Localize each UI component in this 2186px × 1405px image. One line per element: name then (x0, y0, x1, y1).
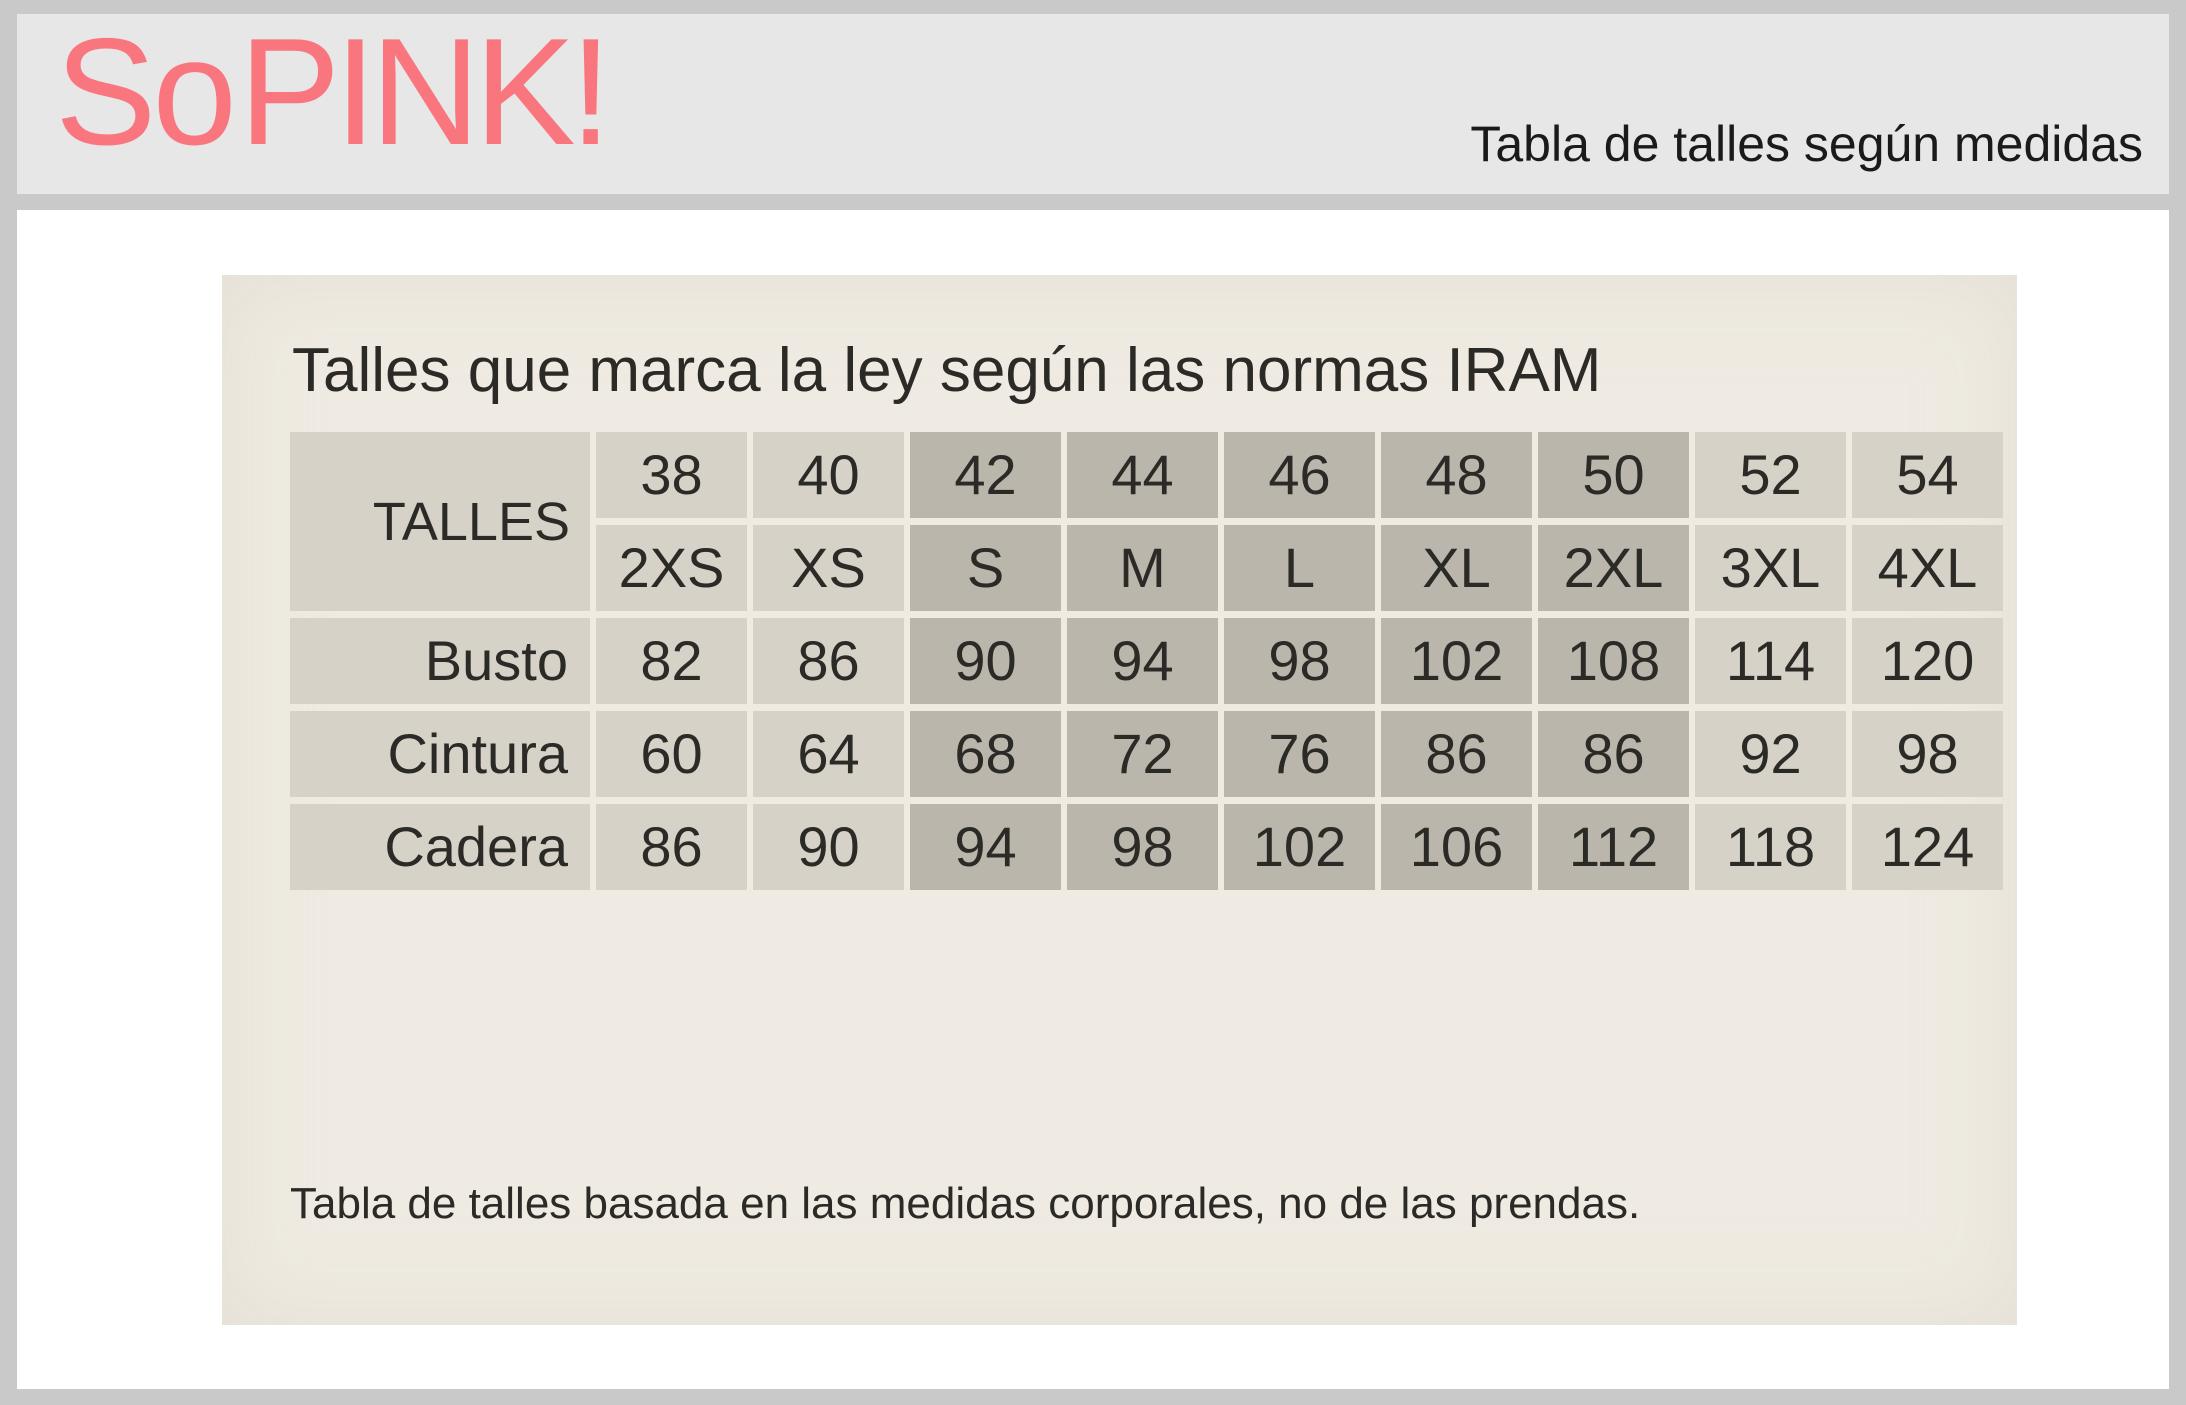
table-cell-busto-48: 102 (1381, 618, 1532, 704)
size-chart-table: TALLES 38 40 42 44 46 48 50 52 54 2XS XS (284, 425, 2009, 897)
table-cell-cintura-50: 86 (1538, 711, 1689, 797)
brand-logo: SoPINK! (55, 2, 612, 182)
table-cell-letter-xl: XL (1381, 525, 1532, 611)
table-cell-letter-3xl: 3XL (1695, 525, 1846, 611)
table-cell-busto-44: 94 (1067, 618, 1218, 704)
table-cell-size-50: 50 (1538, 432, 1689, 518)
table-cell-cadera-50: 112 (1538, 804, 1689, 890)
table-rowlabel-cintura: Cintura (290, 711, 590, 797)
table-cell-cintura-44: 72 (1067, 711, 1218, 797)
table-cell-cintura-52: 92 (1695, 711, 1846, 797)
table-cell-letter-xs: XS (753, 525, 904, 611)
table-cell-letter-l: L (1224, 525, 1375, 611)
brand-logo-pink: PINK! (238, 7, 612, 177)
table-cell-letter-2xl: 2XL (1538, 525, 1689, 611)
table-cell-letter-2xs: 2XS (596, 525, 747, 611)
table-cell-cadera-54: 124 (1852, 804, 2003, 890)
table-row-busto: Busto 82 86 90 94 98 102 108 114 120 (290, 618, 2003, 704)
table-cell-cadera-44: 98 (1067, 804, 1218, 890)
table-cell-cintura-46: 76 (1224, 711, 1375, 797)
table-cell-busto-38: 82 (596, 618, 747, 704)
table-cell-busto-46: 98 (1224, 618, 1375, 704)
content-panel: Talles que marca la ley según las normas… (17, 210, 2169, 1389)
table-cell-size-44: 44 (1067, 432, 1218, 518)
table-rowlabel-busto: Busto (290, 618, 590, 704)
table-cell-size-40: 40 (753, 432, 904, 518)
size-chart-title: Talles que marca la ley según las normas… (292, 336, 1602, 405)
table-cell-cadera-48: 106 (1381, 804, 1532, 890)
table-cell-busto-42: 90 (910, 618, 1061, 704)
table-cell-letter-4xl: 4XL (1852, 525, 2003, 611)
table-cell-size-52: 52 (1695, 432, 1846, 518)
table-cell-cadera-46: 102 (1224, 804, 1375, 890)
table-cell-size-38: 38 (596, 432, 747, 518)
table-cell-cintura-42: 68 (910, 711, 1061, 797)
table-row-cadera: Cadera 86 90 94 98 102 106 112 118 124 (290, 804, 2003, 890)
table-cell-size-48: 48 (1381, 432, 1532, 518)
table-cell-size-42: 42 (910, 432, 1061, 518)
table-cell-busto-50: 108 (1538, 618, 1689, 704)
table-cell-size-46: 46 (1224, 432, 1375, 518)
table-cell-cadera-52: 118 (1695, 804, 1846, 890)
table-row-numeric-sizes: TALLES 38 40 42 44 46 48 50 52 54 (290, 432, 2003, 611)
brand-header: SoPINK! Tabla de talles según medidas (17, 7, 2169, 194)
table-cell-cintura-40: 64 (753, 711, 904, 797)
table-rowlabel-cadera: Cadera (290, 804, 590, 890)
table-cell-size-54: 54 (1852, 432, 2003, 518)
table-corner-label: TALLES (290, 432, 590, 611)
header-subtitle: Tabla de talles según medidas (1470, 116, 2143, 172)
table-cell-busto-52: 114 (1695, 618, 1846, 704)
table-cell-busto-54: 120 (1852, 618, 2003, 704)
table-cell-cadera-42: 94 (910, 804, 1061, 890)
table-cell-cintura-54: 98 (1852, 711, 2003, 797)
table-row-letter-sizes: 2XS XS S M L XL 2XL 3XL 4XL (290, 525, 2003, 611)
size-chart-photo: Talles que marca la ley según las normas… (222, 275, 2017, 1325)
table-cell-letter-m: M (1067, 525, 1218, 611)
size-chart-footnote: Tabla de talles basada en las medidas co… (290, 1179, 1641, 1228)
table-row-cintura: Cintura 60 64 68 72 76 86 86 92 98 (290, 711, 2003, 797)
table-cell-cintura-48: 86 (1381, 711, 1532, 797)
brand-logo-so: So (55, 7, 237, 177)
table-cell-cadera-40: 90 (753, 804, 904, 890)
table-cell-busto-40: 86 (753, 618, 904, 704)
table-cell-letter-s: S (910, 525, 1061, 611)
table-cell-cadera-38: 86 (596, 804, 747, 890)
table-cell-cintura-38: 60 (596, 711, 747, 797)
